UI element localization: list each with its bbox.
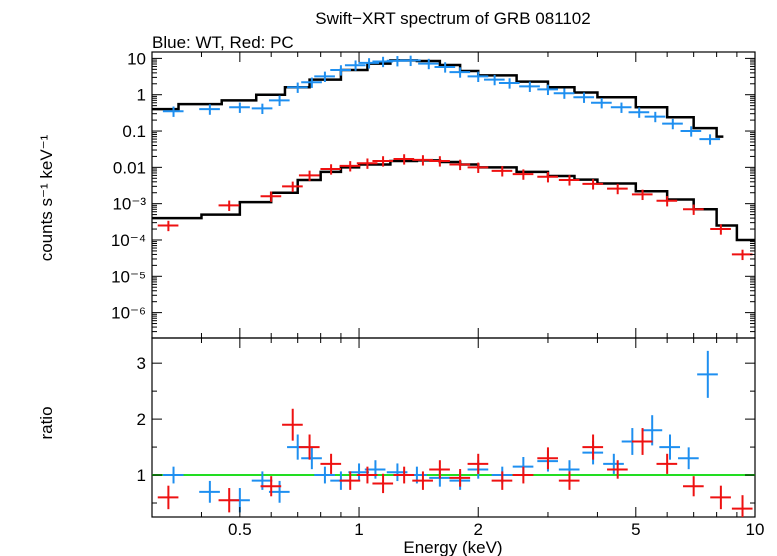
series-0-group (162, 55, 721, 145)
panel-plot-area-0 (152, 55, 755, 261)
y-tick-label: 2 (137, 410, 146, 429)
y-tick-label: 10⁻⁶ (111, 304, 146, 323)
y-tick-label: 3 (137, 354, 146, 373)
model-wt-line (152, 59, 724, 138)
ratio-y-axis-label: ratio (37, 406, 56, 439)
panel-frame-0 (151, 51, 756, 339)
x-tick-label: 0.5 (228, 520, 252, 539)
panel-frame-1 (151, 337, 756, 518)
series-1-group (157, 408, 753, 517)
series-0-group (162, 350, 718, 513)
x-axis-label: Energy (keV) (403, 538, 502, 556)
y-tick-label: 0.01 (113, 158, 146, 177)
chart-subtitle: Blue: WT, Red: PC (152, 33, 294, 52)
chart-title: Swift−XRT spectrum of GRB 081102 (315, 9, 590, 28)
y-tick-label: 1 (137, 86, 146, 105)
x-tick-label: 5 (631, 520, 640, 539)
x-tick-label: 2 (474, 520, 483, 539)
panel-plot-area-1 (152, 350, 755, 517)
y-tick-label: 10⁻³ (112, 195, 146, 214)
spectrum-y-axis-label: counts s⁻¹ keV⁻¹ (37, 134, 56, 261)
x-tick-label: 10 (746, 520, 765, 539)
y-tick-label: 1 (137, 466, 146, 485)
x-tick-label: 1 (354, 520, 363, 539)
series-1-group (157, 154, 753, 261)
y-tick-label: 0.1 (122, 122, 146, 141)
y-tick-label: 10 (127, 49, 146, 68)
y-tick-label: 10⁻⁵ (111, 267, 146, 286)
y-tick-label: 10⁻⁴ (111, 231, 146, 250)
